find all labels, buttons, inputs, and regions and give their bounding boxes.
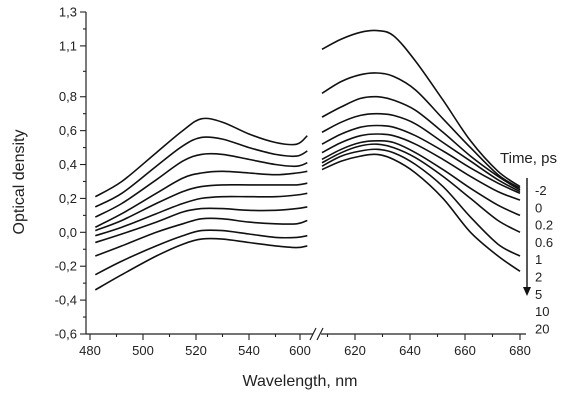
legend-item: -2 xyxy=(535,183,547,198)
series-line-right-6 xyxy=(321,139,521,217)
legend-item: 0 xyxy=(535,200,542,215)
x-tick-label: 600 xyxy=(289,343,311,358)
series-lines xyxy=(94,29,521,291)
series-line-right-8 xyxy=(321,148,521,257)
series-line-right-7 xyxy=(321,143,521,234)
x-tick-label: 660 xyxy=(454,343,476,358)
ticks: 480 500 520 540 600 620 640 660 680 -0,6 -0,4 -0,2 0… xyxy=(55,5,531,359)
x-tick-label: 500 xyxy=(132,343,154,358)
series-line-right-3 xyxy=(321,112,521,193)
series-line-left-2 xyxy=(94,152,308,218)
y-tick-label: 0,4 xyxy=(59,157,77,172)
legend-title: Time, ps xyxy=(500,150,557,167)
y-tick-label: -0,4 xyxy=(55,293,77,308)
x-axis-title: Wavelength, nm xyxy=(242,373,357,390)
x-tick-label: 620 xyxy=(344,343,366,358)
y-tick-label: 1,1 xyxy=(59,38,77,53)
legend-item: 10 xyxy=(535,304,549,319)
legend: Time, ps -2 0 0.2 0.6 1 2 5 10 20 xyxy=(500,150,557,336)
y-tick-label: -0,6 xyxy=(55,327,77,342)
series-line-right-5 xyxy=(321,133,521,201)
series-line-left-1 xyxy=(94,136,308,208)
series-line-left-4 xyxy=(95,182,308,232)
legend-item: 1 xyxy=(535,252,542,267)
series-line-left-8 xyxy=(94,229,308,276)
y-tick-label: 1,3 xyxy=(59,5,77,20)
series-line-left-9 xyxy=(94,237,308,291)
x-tick-label: 680 xyxy=(509,343,531,358)
x-tick-label: 520 xyxy=(185,343,207,358)
series-line-left-5 xyxy=(95,192,308,237)
series-line-right-0 xyxy=(321,29,521,188)
series-line-right-1 xyxy=(321,72,521,189)
y-axis-title: Optical density xyxy=(11,130,28,235)
series-line-right-4 xyxy=(321,124,521,195)
series-line-left-3 xyxy=(94,170,308,228)
series-line-right-2 xyxy=(321,95,521,191)
axes xyxy=(85,12,526,341)
series-line-left-7 xyxy=(95,217,308,257)
legend-item: 5 xyxy=(535,287,542,302)
series-line-left-6 xyxy=(95,206,308,244)
legend-item: 0.2 xyxy=(535,218,553,233)
axis-break-mark xyxy=(316,327,324,341)
y-tick-label: 0,2 xyxy=(59,191,77,206)
x-tick-label: 640 xyxy=(399,343,421,358)
y-tick-label: 0,8 xyxy=(59,89,77,104)
legend-item: 0.6 xyxy=(535,235,553,250)
y-tick-label: -0,2 xyxy=(55,259,77,274)
x-tick-label: 540 xyxy=(238,343,260,358)
x-tick-label: 480 xyxy=(79,343,101,358)
legend-item: 20 xyxy=(535,321,549,336)
legend-arrow-head xyxy=(523,287,531,296)
legend-item: 2 xyxy=(535,270,542,285)
axis-break-mark xyxy=(309,327,317,341)
series-line-right-9 xyxy=(321,153,521,272)
y-tick-label: 0,6 xyxy=(59,123,77,138)
y-tick-label: 0,0 xyxy=(59,225,77,240)
series-line-left-0 xyxy=(94,117,308,198)
